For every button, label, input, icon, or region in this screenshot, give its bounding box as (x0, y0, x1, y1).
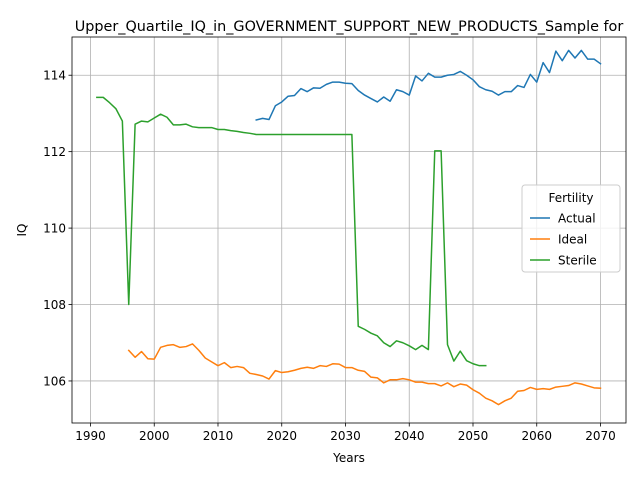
legend: Fertility Actual Ideal Sterile (521, 184, 621, 273)
x-tick-label: 2010 (203, 429, 234, 443)
y-tick-label: 110 (43, 221, 66, 235)
chart-title: Upper_Quartile_IQ_in_GOVERNMENT_SUPPORT_… (75, 19, 624, 35)
x-tick-label: 2020 (266, 429, 297, 443)
y-tick-label: 112 (43, 145, 66, 159)
axis-ticks: 1990 2000 2010 2020 2030 2040 2050 2060 2070 106 1… (43, 69, 616, 443)
legend-label-actual: Actual (558, 211, 596, 225)
legend-entries: Actual Ideal Sterile (530, 211, 597, 267)
x-tick-label: 2060 (521, 429, 552, 443)
y-axis-label: IQ (15, 224, 29, 237)
x-tick-label: 2050 (458, 429, 489, 443)
y-tick-label: 114 (43, 69, 66, 83)
x-tick-label: 2030 (330, 429, 361, 443)
plot-area-frame (71, 36, 627, 424)
legend-label-sterile: Sterile (558, 253, 597, 267)
legend-title: Fertility (548, 191, 593, 205)
x-tick-label: 2000 (139, 429, 170, 443)
x-tick-label: 2070 (585, 429, 616, 443)
series-line-actual (255, 49, 602, 121)
series-lines (96, 49, 602, 406)
gridlines (72, 37, 626, 423)
x-tick-label: 2040 (394, 429, 425, 443)
y-tick-label: 108 (43, 298, 66, 312)
y-tick-label: 106 (43, 374, 66, 388)
x-axis-label: Years (332, 451, 365, 465)
legend-box (521, 184, 621, 273)
series-line-sterile (96, 96, 487, 367)
series-line-ideal (127, 343, 602, 406)
x-tick-label: 1990 (75, 429, 106, 443)
legend-label-ideal: Ideal (558, 232, 587, 246)
